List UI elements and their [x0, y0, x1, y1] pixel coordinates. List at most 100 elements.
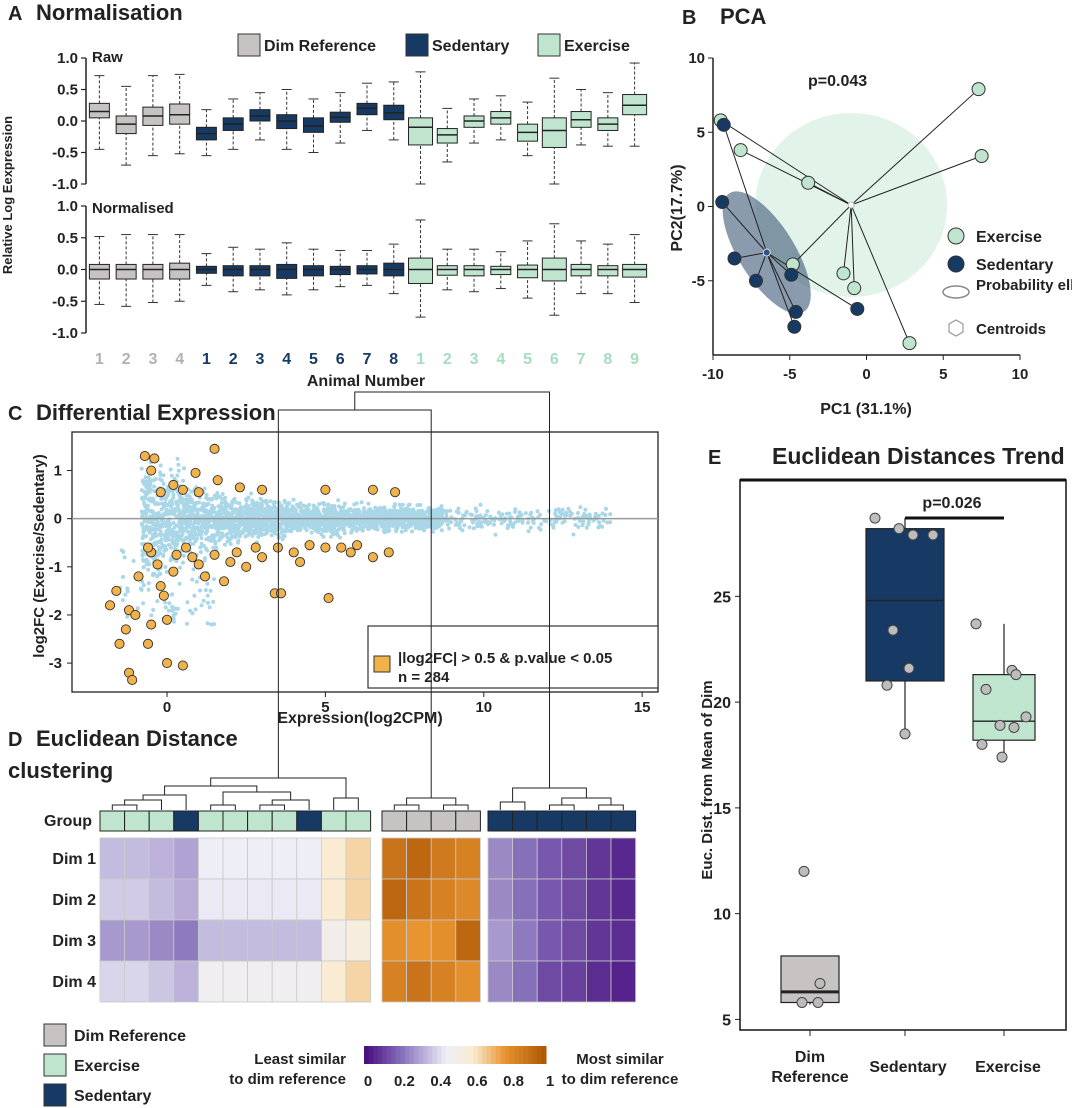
colorbar-segment — [441, 1046, 447, 1064]
c-gene-point — [193, 531, 198, 536]
d-heat-cell — [487, 919, 514, 962]
c-gene-point — [163, 511, 168, 516]
c-gene-point — [159, 533, 164, 538]
panel-b-xlabel: PC1 (31.1%) — [820, 401, 912, 418]
c-significant-point — [190, 467, 201, 478]
panel-b-title: PCA — [720, 4, 767, 29]
colorbar-segment — [523, 1046, 529, 1064]
a-ytick-label: 0.5 — [57, 82, 78, 99]
c-gene-point — [368, 520, 373, 525]
b-exercise-spoke — [807, 182, 852, 206]
d-legend-exercise-label: Exercise — [74, 1058, 140, 1075]
c-gene-point — [420, 508, 424, 513]
c-gene-point — [169, 592, 174, 597]
d-group-cell — [271, 810, 298, 832]
e-box — [780, 955, 840, 1004]
c-gene-point — [415, 503, 420, 508]
colorbar-tick-label: 0.2 — [394, 1073, 415, 1090]
d-heat-cell — [430, 960, 457, 1003]
c-gene-point — [605, 520, 610, 525]
c-gene-point — [161, 482, 166, 486]
c-gene-point — [300, 512, 305, 517]
c-gene-point — [152, 571, 157, 576]
c-gene-point — [187, 514, 192, 519]
b-exercise-point — [974, 149, 989, 164]
d-heat-cell — [271, 960, 298, 1003]
c-gene-point — [342, 531, 347, 536]
b-sedentary-point — [727, 251, 742, 266]
c-gene-point — [176, 536, 181, 541]
b-sedentary-spoke — [723, 124, 768, 253]
d-heat-cell — [345, 919, 372, 962]
c-gene-point — [279, 521, 284, 526]
c-gene-point — [311, 510, 316, 515]
c-significant-point — [104, 600, 116, 611]
c-gene-point — [338, 525, 343, 530]
a-ytick-label: -1.0 — [52, 176, 78, 193]
c-gene-point — [199, 603, 204, 608]
a-legend-label-1: Sedentary — [432, 38, 509, 55]
c-gene-point — [535, 509, 540, 514]
c-gene-point — [401, 507, 406, 512]
c-gene-point — [140, 514, 145, 519]
c-gene-point — [456, 506, 461, 511]
c-gene-point — [252, 503, 257, 508]
d-group-cell — [487, 810, 514, 832]
c-gene-point — [153, 502, 158, 506]
c-gene-point — [174, 533, 179, 538]
c-gene-point — [485, 509, 490, 514]
c-gene-point — [171, 495, 176, 500]
c-gene-point — [175, 473, 180, 478]
b-sedentary-point — [787, 319, 802, 334]
c-gene-point — [234, 519, 239, 523]
c-gene-point — [526, 529, 531, 534]
c-gene-point — [258, 523, 263, 528]
c-gene-point — [211, 545, 216, 550]
c-gene-point — [244, 498, 249, 503]
d-heat-cell — [455, 919, 481, 962]
c-gene-point — [205, 621, 210, 626]
e-data-point — [903, 662, 915, 674]
c-gene-point — [360, 513, 365, 518]
d-link — [512, 787, 587, 802]
d-heat-cell — [561, 919, 587, 962]
a-legend-swatch-0 — [237, 33, 261, 57]
d-heat-cell — [430, 878, 457, 921]
c-gene-point — [193, 607, 198, 612]
c-gene-point — [379, 524, 384, 529]
e-data-point — [796, 997, 808, 1008]
panel-d-title-line2: clustering — [8, 758, 113, 783]
c-gene-point — [427, 523, 432, 528]
c-gene-point — [468, 512, 473, 517]
c-gene-point — [359, 500, 364, 505]
d-heat-cell — [381, 837, 408, 880]
c-gene-point — [563, 514, 568, 518]
c-gene-point — [341, 527, 346, 532]
d-heat-cell — [536, 837, 563, 880]
c-gene-point — [587, 513, 592, 518]
colorbar-segment — [395, 1046, 401, 1064]
c-gene-point — [177, 581, 182, 586]
e-ytick-label: 25 — [713, 589, 731, 606]
panel-c: C Differential Expression log2FC (Exerci… — [8, 400, 659, 727]
c-gene-point — [421, 523, 426, 528]
c-gene-point — [156, 502, 161, 506]
c-gene-point — [163, 565, 168, 569]
d-dendrogram — [111, 391, 624, 810]
legend-sedentary-marker — [947, 255, 965, 273]
c-gene-point — [250, 509, 255, 514]
d-group-cell — [585, 810, 612, 832]
a-xtick-label: 4 — [496, 351, 505, 368]
c-gene-point — [516, 519, 521, 523]
c-gene-point — [317, 502, 322, 507]
a-box — [142, 263, 164, 280]
c-gene-point — [414, 512, 419, 517]
c-gene-point — [171, 521, 176, 526]
c-gene-point — [209, 510, 214, 515]
e-ytick-label: 15 — [713, 801, 731, 818]
a-ytick-label: 0.0 — [57, 113, 78, 130]
c-significant-point — [199, 571, 211, 582]
c-gene-point — [176, 462, 181, 467]
c-gene-point — [597, 513, 601, 518]
c-gene-point — [202, 503, 207, 508]
